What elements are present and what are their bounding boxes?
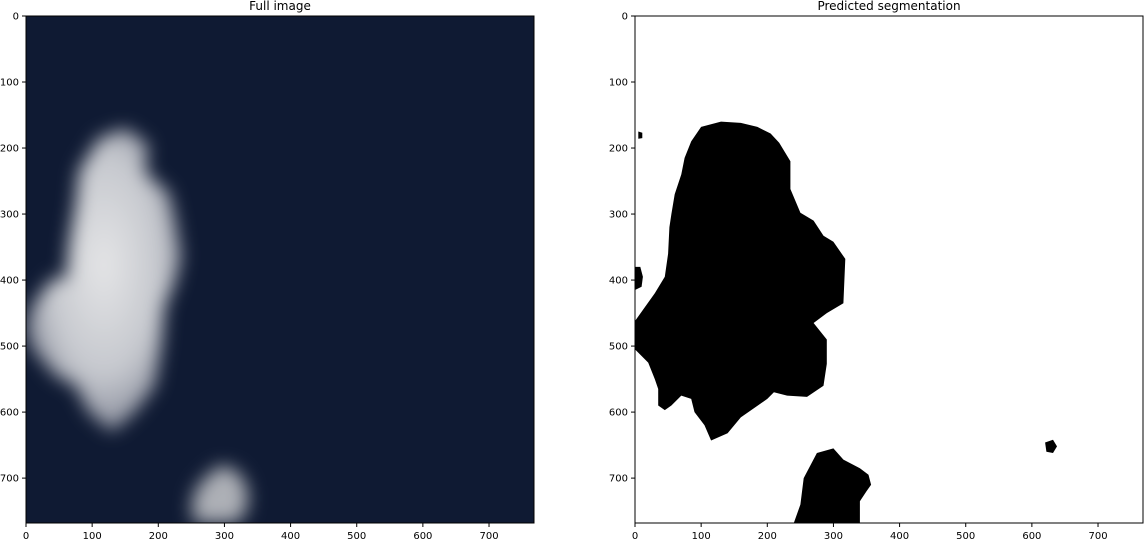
segmentation-x-tick-label: 700 bbox=[1088, 531, 1107, 540]
full-image-y-tick-label: 0 bbox=[13, 12, 19, 23]
segmentation-y-ticks: 0 100 200 300 400 500 600 700 bbox=[609, 12, 635, 485]
full-image-x-ticks: 0 100 200 300 400 500 600 700 bbox=[23, 523, 499, 540]
full-image-x-tick-label: 300 bbox=[215, 531, 234, 540]
segmentation-region-main-mask bbox=[635, 121, 846, 441]
segmentation-x-tick-label: 0 bbox=[632, 531, 638, 540]
segmentation-y-tick-label: 700 bbox=[609, 474, 628, 485]
full-image-y-tick-label: 100 bbox=[0, 78, 19, 89]
segmentation-x-ticks: 0 100 200 300 400 500 600 700 bbox=[632, 523, 1108, 540]
full-image-region-main-cloud bbox=[26, 128, 182, 432]
full-image-y-ticks: 0 100 200 300 400 500 600 700 bbox=[0, 12, 26, 485]
segmentation-x-tick-label: 600 bbox=[1022, 531, 1041, 540]
segmentation-y-tick-label: 100 bbox=[609, 78, 628, 89]
segmentation-y-tick-label: 200 bbox=[609, 144, 628, 155]
full-image-y-tick-label: 200 bbox=[0, 144, 19, 155]
full-image-regions bbox=[26, 128, 248, 523]
full-image-x-tick-label: 400 bbox=[281, 531, 300, 540]
full-image-x-tick-label: 200 bbox=[149, 531, 168, 540]
segmentation-region-left-blob bbox=[635, 266, 643, 290]
segmentation-y-tick-label: 500 bbox=[609, 342, 628, 353]
segmentation-panel: Predicted segmentation 0 100 200 300 400 500 6… bbox=[609, 0, 1144, 540]
segmentation-x-tick-label: 500 bbox=[956, 531, 975, 540]
segmentation-frame bbox=[634, 15, 1144, 524]
segmentation-y-tick-label: 600 bbox=[609, 408, 628, 419]
full-image-panel: Full image 0 100 200 300 400 500 600 700 0 100 20… bbox=[0, 0, 535, 540]
segmentation-y-tick-label: 0 bbox=[622, 12, 628, 23]
full-image-x-tick-label: 500 bbox=[347, 531, 366, 540]
segmentation-x-tick-label: 100 bbox=[692, 531, 711, 540]
full-image-x-tick-label: 100 bbox=[83, 531, 102, 540]
full-image-region-bottom-cloud bbox=[191, 464, 248, 523]
segmentation-x-tick-label: 200 bbox=[758, 531, 777, 540]
segmentation-region-small-speck bbox=[638, 131, 643, 139]
segmentation-x-tick-label: 400 bbox=[890, 531, 909, 540]
segmentation-x-tick-label: 300 bbox=[824, 531, 843, 540]
segmentation-region-bottom-mask bbox=[793, 448, 872, 523]
segmentation-y-tick-label: 300 bbox=[609, 210, 628, 221]
full-image-x-tick-label: 0 bbox=[23, 531, 29, 540]
full-image-x-tick-label: 700 bbox=[479, 531, 498, 540]
full-image-y-tick-label: 600 bbox=[0, 408, 19, 419]
segmentation-region-right-speck bbox=[1045, 439, 1057, 453]
full-image-x-tick-label: 600 bbox=[413, 531, 432, 540]
full-image-y-tick-label: 400 bbox=[0, 276, 19, 287]
segmentation-title: Predicted segmentation bbox=[817, 0, 960, 13]
full-image-frame bbox=[25, 15, 535, 524]
full-image-y-tick-label: 300 bbox=[0, 210, 19, 221]
full-image-y-tick-label: 500 bbox=[0, 342, 19, 353]
segmentation-regions bbox=[635, 121, 1057, 523]
full-image-title: Full image bbox=[249, 0, 311, 13]
segmentation-y-tick-label: 400 bbox=[609, 276, 628, 287]
full-image-y-tick-label: 700 bbox=[0, 474, 19, 485]
